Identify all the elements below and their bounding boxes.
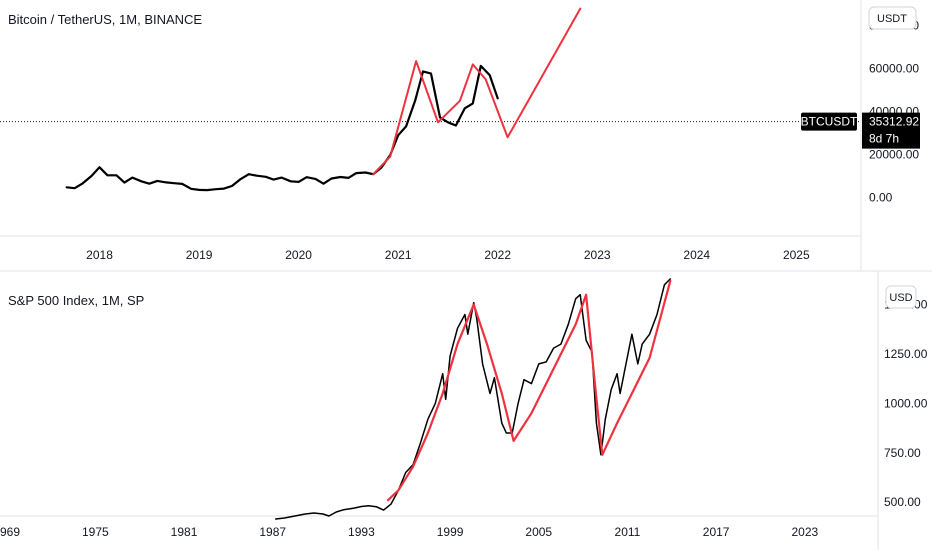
- btc-last-price-label: 35312.92: [869, 115, 919, 129]
- spx-x-tick-label: 2017: [703, 525, 730, 539]
- spx-x-tick-label: 1969: [0, 525, 20, 539]
- spx-x-tick-label: 2005: [525, 525, 552, 539]
- spx-y-tick-label: 500.00: [884, 495, 921, 509]
- btc-x-tick-label: 2022: [484, 248, 511, 262]
- spx-y-tick-label: 750.00: [884, 446, 921, 460]
- spx-drawing-line: [386, 279, 672, 502]
- btc-symbol-tag: BTCUSDT: [801, 112, 858, 131]
- spx-chart-title: S&P 500 Index, 1M, SP: [8, 293, 144, 308]
- spx-y-tick-label: 1000.00: [884, 396, 928, 410]
- btc-symbol-label: BTCUSDT: [801, 115, 858, 129]
- btc-chart-title: Bitcoin / TetherUS, 1M, BINANCE: [8, 12, 202, 27]
- spx-currency-badge[interactable]: USD: [885, 285, 917, 309]
- btc-plot: [65, 7, 582, 192]
- spx-y-tick-label: 1250.00: [884, 347, 928, 361]
- btc-x-tick-label: 2019: [186, 248, 213, 262]
- btc-x-tick-label: 2020: [285, 248, 312, 262]
- btc-x-tick-label: 2024: [683, 248, 710, 262]
- btc-y-tick-label: 20000.00: [869, 147, 919, 161]
- spx-x-tick-label: 1999: [437, 525, 464, 539]
- btc-countdown-label: 8d 7h: [869, 132, 899, 146]
- spx-x-tick-label: 1987: [259, 525, 286, 539]
- spx-currency-label: USD: [889, 292, 912, 304]
- spx-x-tick-label: 1975: [82, 525, 109, 539]
- btc-drawing-line: [372, 7, 582, 176]
- btc-y-tick-label: 60000.00: [869, 62, 919, 76]
- btc-price-line: [65, 64, 499, 192]
- btc-last-price-tag: 35312.92 8d 7h: [862, 112, 920, 149]
- spx-x-tick-label: 1981: [171, 525, 198, 539]
- spx-plot: [274, 278, 672, 520]
- btc-x-tick-label: 2025: [783, 248, 810, 262]
- btc-currency-label: USDT: [877, 13, 907, 25]
- btc-x-tick-label: 2021: [385, 248, 412, 262]
- spx-x-tick-label: 1993: [348, 525, 375, 539]
- btc-y-tick-label: 0.00: [869, 190, 893, 204]
- btc-x-tick-label: 2023: [584, 248, 611, 262]
- spx-x-tick-label: 2011: [615, 525, 641, 539]
- spx-time-axis[interactable]: 1969 1975 1981 1987 1993 1999 2005 2011 2017 2023: [0, 525, 819, 539]
- btc-time-axis[interactable]: 2018 2019 2020 2021 2022 2023 2024 2025: [86, 248, 810, 262]
- spx-price-line: [274, 278, 672, 520]
- btc-x-tick-label: 2018: [86, 248, 113, 262]
- btc-currency-badge[interactable]: USDT: [868, 6, 917, 30]
- spx-x-tick-label: 2023: [791, 525, 818, 539]
